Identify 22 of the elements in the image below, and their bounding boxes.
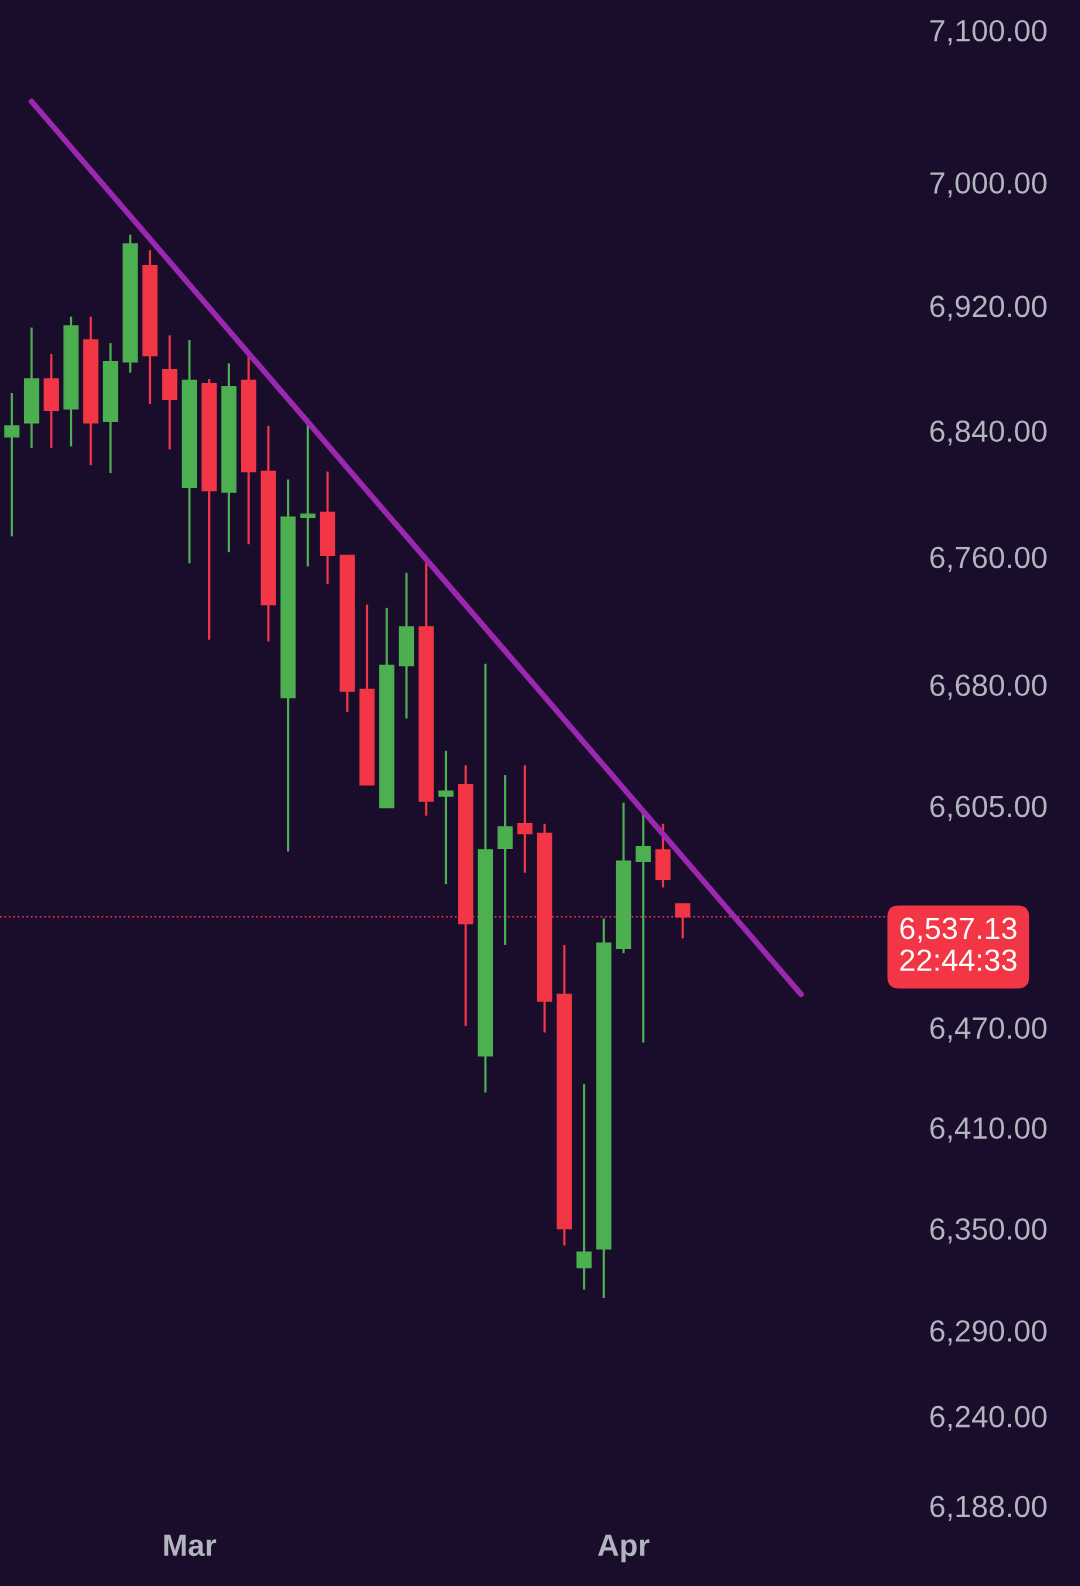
x-tick-label: Mar: [164, 1534, 217, 1557]
candlestick: [497, 773, 513, 947]
y-tick-label: 6,410.00: [930, 1117, 1047, 1143]
y-tick-label: 6,760.00: [930, 546, 1047, 572]
y-tick-label: 6,840.00: [930, 420, 1047, 446]
y-tick-label: 6,188.00: [930, 1495, 1047, 1521]
candlestick: [517, 764, 533, 874]
candlestick: [4, 391, 20, 538]
y-tick-label: 6,920.00: [930, 295, 1047, 321]
y-tick-label: 6,680.00: [930, 674, 1047, 700]
y-tick-label: 6,350.00: [930, 1218, 1047, 1244]
candlestick: [576, 1083, 592, 1291]
y-tick-label: 6,290.00: [930, 1320, 1047, 1346]
ref-line-label: 6,537.13: [900, 917, 1017, 943]
text: 22:44:33: [900, 949, 1017, 972]
y-tick-label: 7,000.00: [930, 172, 1047, 198]
candlestick: [438, 749, 454, 886]
y-tick-label: 6,240.00: [930, 1405, 1047, 1432]
y-tick-label: 6,605.00: [930, 795, 1047, 821]
y-tick-label: 7,100.00: [930, 19, 1047, 46]
x-tick-label: Apr: [597, 1534, 650, 1563]
y-tick-label: 6,470.00: [930, 1017, 1047, 1043]
